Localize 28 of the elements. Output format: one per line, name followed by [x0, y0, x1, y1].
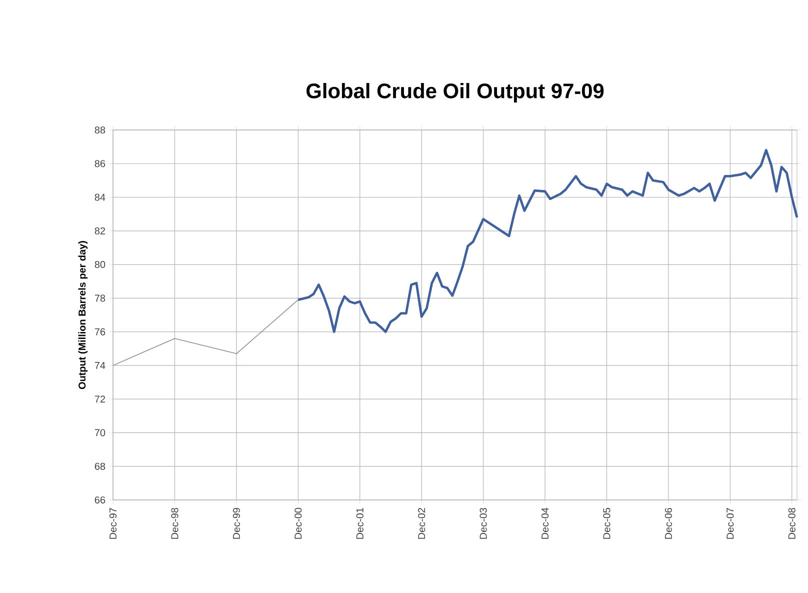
y-axis-title: Output (Million Barrels per day) — [78, 241, 88, 390]
y-tick-label: 80 — [94, 261, 106, 268]
x-tick-label: Dec-08 — [788, 508, 796, 539]
x-tick-label: Dec-02 — [418, 508, 426, 539]
y-tick-label: 72 — [94, 396, 106, 403]
x-tick-label: Dec-00 — [294, 508, 302, 539]
line-series — [296, 148, 798, 334]
x-tick-label: Dec-01 — [356, 508, 364, 539]
y-tick-label: 76 — [94, 328, 106, 336]
chart-title: Global Crude Oil Output 97-09 — [306, 82, 604, 102]
x-tick-label: Dec-05 — [603, 508, 610, 539]
y-tick-label: 74 — [94, 362, 106, 369]
x-tick-label: Dec-04 — [541, 508, 549, 539]
y-tick-label: 68 — [94, 462, 106, 470]
y-tick-label: 86 — [94, 160, 106, 168]
x-tick-label: Dec-03 — [480, 508, 487, 539]
y-tick-label: 84 — [94, 194, 106, 201]
x-tick-label: Dec-07 — [726, 508, 734, 539]
y-tick-label: 88 — [94, 126, 106, 134]
y-tick-label: 70 — [94, 429, 106, 436]
x-tick-label: Dec-97 — [109, 508, 117, 539]
y-tick-label: 82 — [94, 227, 106, 234]
x-tick-label: Dec-06 — [664, 508, 672, 539]
y-tick-label: 66 — [94, 496, 106, 504]
x-tick-label: Dec-98 — [171, 508, 178, 539]
x-tick-label: Dec-99 — [232, 508, 240, 539]
y-tick-label: 78 — [94, 294, 106, 302]
line-series — [112, 299, 299, 366]
